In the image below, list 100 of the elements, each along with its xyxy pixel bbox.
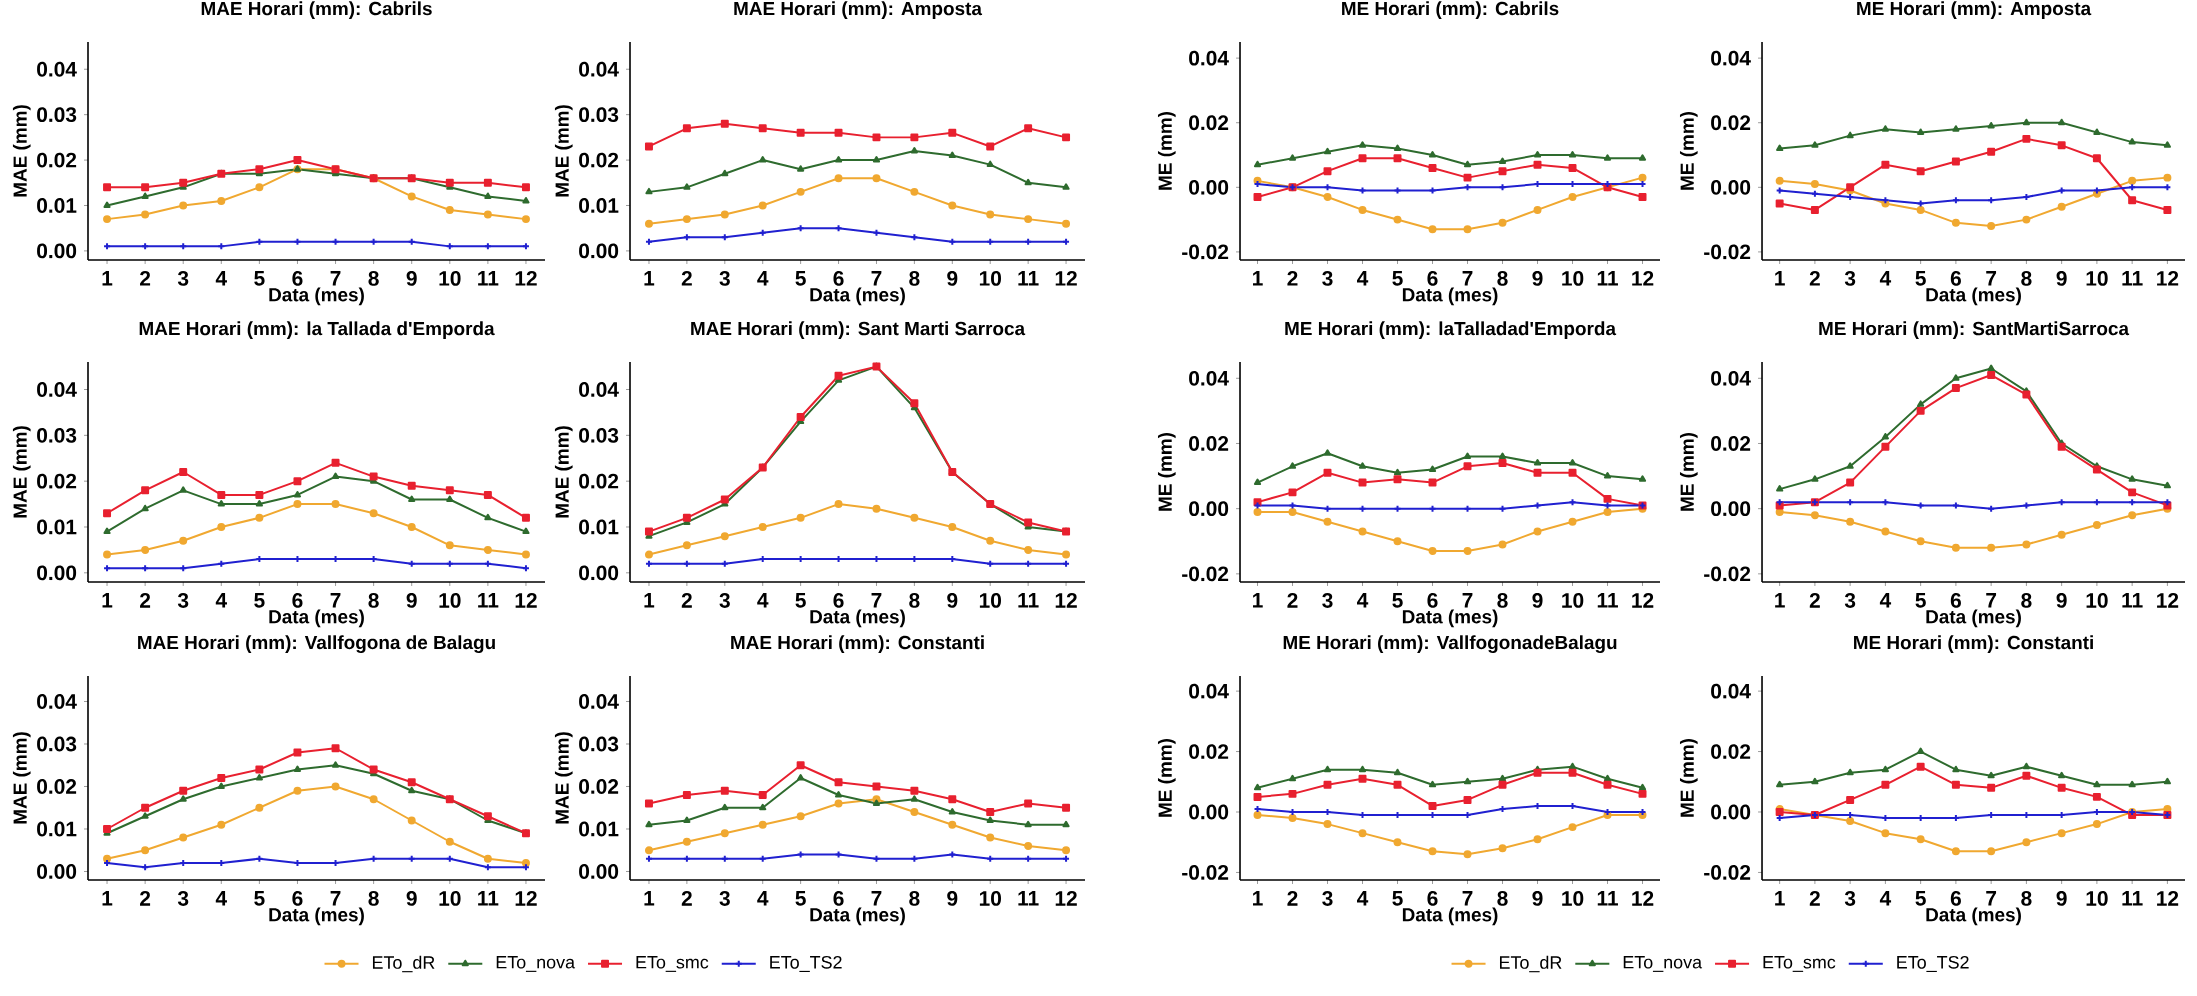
x-tick-label: 4 xyxy=(757,271,769,286)
x-tick-label: 3 xyxy=(1322,593,1333,608)
y-tick-label: 0.04 xyxy=(1711,683,1751,699)
x-tick-label: 2 xyxy=(140,593,151,608)
x-tick-label: 11 xyxy=(1018,891,1039,906)
x-tick-label: 9 xyxy=(2056,891,2067,906)
x-tick-label: 9 xyxy=(406,593,417,608)
y-tick-label: 0.02 xyxy=(1189,744,1229,759)
y-tick-label: 0.02 xyxy=(37,473,77,489)
y-tick-label: 0.03 xyxy=(37,427,77,443)
x-axis-title: Data (mes) xyxy=(1926,907,2021,926)
x-tick-label: 11 xyxy=(1018,593,1039,608)
y-tick-label: 0.00 xyxy=(1711,804,1751,820)
x-tick-label: 3 xyxy=(1322,891,1333,906)
x-tick-label: 12 xyxy=(2157,593,2179,608)
chart-title: ME Horari (mm): Cabrils xyxy=(1342,1,1559,19)
y-axis-title: MAE (mm) xyxy=(554,732,573,824)
y-axis-title: ME (mm) xyxy=(1157,738,1176,817)
x-tick-label: 4 xyxy=(215,593,227,608)
y-tick-label: 0.03 xyxy=(37,107,77,123)
x-tick-label: 1 xyxy=(644,891,655,906)
y-tick-label: 0.04 xyxy=(579,382,619,397)
x-tick-label: 6 xyxy=(833,593,844,608)
x-tick-label: 1 xyxy=(1253,593,1263,608)
y-tick-label: 0.00 xyxy=(1189,804,1229,820)
x-tick-label: 10 xyxy=(979,271,1001,286)
x-tick-label: 9 xyxy=(947,891,958,906)
y-tick-label: 0.02 xyxy=(1711,744,1751,759)
x-tick-label: 12 xyxy=(1632,271,1654,286)
x-tick-label: 9 xyxy=(2056,593,2067,608)
x-tick-label: 1 xyxy=(1775,271,1785,286)
x-axis-title: Data (mes) xyxy=(269,287,364,306)
x-tick-label: 9 xyxy=(1532,593,1543,608)
x-tick-label: 2 xyxy=(1287,891,1298,906)
x-tick-label: 5 xyxy=(795,593,806,608)
y-axis-title: MAE (mm) xyxy=(12,732,31,824)
y-tick-label: 0.02 xyxy=(1189,115,1229,131)
x-tick-label: 1 xyxy=(644,593,655,608)
x-tick-label: 5 xyxy=(1392,271,1403,286)
x-tick-label: 5 xyxy=(254,593,265,608)
y-axis-title: ME (mm) xyxy=(1679,432,1698,511)
x-tick-label: 8 xyxy=(368,891,379,906)
y-tick-label: 0.00 xyxy=(579,565,619,581)
x-tick-label: 1 xyxy=(1253,271,1263,286)
y-tick-label: 0.03 xyxy=(579,107,619,123)
x-tick-label: 1 xyxy=(1775,891,1785,906)
x-tick-label: 10 xyxy=(979,593,1001,608)
x-tick-label: 3 xyxy=(177,891,189,906)
x-tick-label: 1 xyxy=(1253,891,1263,906)
y-axis-title: ME (mm) xyxy=(1157,432,1176,511)
x-tick-label: 11 xyxy=(2122,891,2143,906)
x-tick-label: 5 xyxy=(1392,891,1403,906)
x-axis-title: Data (mes) xyxy=(1402,287,1498,306)
x-tick-label: 9 xyxy=(406,891,417,906)
x-tick-label: 4 xyxy=(1357,593,1369,608)
y-tick-label: 0.01 xyxy=(37,519,77,535)
x-tick-label: 8 xyxy=(2021,271,2032,286)
y-tick-label: 0.04 xyxy=(37,382,77,397)
y-tick-label: 0.01 xyxy=(579,198,619,213)
x-tick-label: 8 xyxy=(1497,891,1508,906)
x-tick-label: 6 xyxy=(833,891,844,906)
x-tick-label: 9 xyxy=(2056,271,2067,286)
chart-title: MAE Horari (mm): Sant Marti Sarroca xyxy=(691,321,1026,340)
x-tick-label: 1 xyxy=(1775,593,1785,608)
x-tick-label: 5 xyxy=(1915,271,1926,286)
x-tick-label: 6 xyxy=(833,271,844,286)
x-tick-label: 6 xyxy=(292,891,303,906)
chart-title: MAE Horari (mm): Vallfogona de Balagu xyxy=(138,635,495,653)
x-tick-label: 9 xyxy=(1532,891,1543,906)
x-tick-label: 3 xyxy=(1844,271,1856,286)
y-tick-label: 0.00 xyxy=(579,243,619,259)
x-tick-label: 9 xyxy=(947,271,958,286)
y-axis-title: ME (mm) xyxy=(1679,111,1698,190)
x-tick-label: 2 xyxy=(1809,593,1820,608)
x-tick-label: 12 xyxy=(515,271,537,286)
y-tick-label: 0.02 xyxy=(37,152,77,168)
y-tick-label: 0.04 xyxy=(1189,370,1229,386)
x-tick-label: 8 xyxy=(2021,891,2032,906)
y-axis-title: MAE (mm) xyxy=(12,426,31,518)
legend-label: ETo_dR xyxy=(1499,955,1562,973)
x-tick-label: 6 xyxy=(1427,891,1438,906)
x-tick-label: 6 xyxy=(292,593,303,608)
x-tick-label: 6 xyxy=(1950,891,1961,906)
y-tick-label: 0.01 xyxy=(37,821,77,837)
x-tick-label: 7 xyxy=(330,593,341,608)
y-tick-label: 0.00 xyxy=(1189,179,1229,195)
y-tick-label: 0.04 xyxy=(1711,50,1751,66)
x-tick-label: 8 xyxy=(909,271,920,286)
y-tick-label: 0.03 xyxy=(37,736,77,752)
y-tick-label: -0.02 xyxy=(1704,566,1751,582)
chart-title: ME Horari (mm): VallfogonadeBalagu xyxy=(1283,635,1617,653)
y-tick-label: -0.02 xyxy=(1704,244,1751,260)
x-tick-label: 7 xyxy=(1986,593,1997,608)
x-tick-label: 12 xyxy=(2157,891,2179,906)
x-axis-title: Data (mes) xyxy=(1402,907,1498,926)
x-tick-label: 8 xyxy=(1497,593,1508,608)
x-tick-label: 1 xyxy=(102,891,113,906)
y-tick-label: 0.04 xyxy=(37,61,77,77)
x-tick-label: 10 xyxy=(1562,891,1584,906)
legend-label: ETo_dR xyxy=(372,955,435,973)
